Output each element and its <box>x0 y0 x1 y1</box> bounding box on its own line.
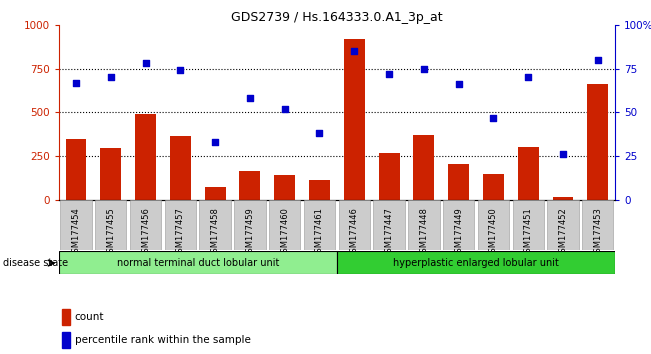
Text: GSM177461: GSM177461 <box>315 207 324 258</box>
Text: GSM177460: GSM177460 <box>280 207 289 258</box>
Text: GSM177454: GSM177454 <box>72 207 81 258</box>
FancyBboxPatch shape <box>165 200 196 250</box>
Bar <box>62 332 70 348</box>
Point <box>349 48 359 54</box>
Point <box>105 75 116 80</box>
Point <box>523 75 533 80</box>
Text: disease state: disease state <box>3 258 68 268</box>
Bar <box>553 196 574 200</box>
FancyBboxPatch shape <box>339 200 370 250</box>
Text: GSM177458: GSM177458 <box>211 207 219 258</box>
FancyBboxPatch shape <box>269 200 300 250</box>
Title: GDS2739 / Hs.164333.0.A1_3p_at: GDS2739 / Hs.164333.0.A1_3p_at <box>231 11 443 24</box>
Point <box>454 81 464 87</box>
Point <box>210 139 220 145</box>
FancyBboxPatch shape <box>130 200 161 250</box>
FancyBboxPatch shape <box>61 200 92 250</box>
Bar <box>413 135 434 200</box>
Text: GSM177448: GSM177448 <box>419 207 428 258</box>
Bar <box>170 136 191 200</box>
Point <box>314 131 325 136</box>
Bar <box>518 147 538 200</box>
FancyBboxPatch shape <box>582 200 613 250</box>
Text: GSM177453: GSM177453 <box>593 207 602 258</box>
Point <box>384 71 395 77</box>
Bar <box>309 180 330 200</box>
Text: GSM177459: GSM177459 <box>245 207 255 258</box>
FancyBboxPatch shape <box>547 200 579 250</box>
Bar <box>344 39 365 200</box>
FancyBboxPatch shape <box>95 200 126 250</box>
Bar <box>379 153 400 200</box>
FancyBboxPatch shape <box>337 251 615 274</box>
Bar <box>204 187 225 200</box>
Bar <box>483 174 504 200</box>
Text: GSM177447: GSM177447 <box>385 207 394 258</box>
Text: GSM177457: GSM177457 <box>176 207 185 258</box>
Text: GSM177446: GSM177446 <box>350 207 359 258</box>
Text: GSM177452: GSM177452 <box>559 207 568 258</box>
FancyBboxPatch shape <box>512 200 544 250</box>
Text: GSM177450: GSM177450 <box>489 207 498 258</box>
Text: GSM177455: GSM177455 <box>106 207 115 258</box>
Text: GSM177451: GSM177451 <box>523 207 533 258</box>
Text: hyperplastic enlarged lobular unit: hyperplastic enlarged lobular unit <box>393 258 559 268</box>
Bar <box>274 176 295 200</box>
FancyBboxPatch shape <box>199 200 231 250</box>
FancyBboxPatch shape <box>374 200 405 250</box>
FancyBboxPatch shape <box>478 200 509 250</box>
Text: GSM177449: GSM177449 <box>454 207 463 258</box>
Text: percentile rank within the sample: percentile rank within the sample <box>75 335 251 346</box>
Text: GSM177456: GSM177456 <box>141 207 150 258</box>
Point <box>245 96 255 101</box>
FancyBboxPatch shape <box>443 200 475 250</box>
Bar <box>587 84 608 200</box>
Bar <box>62 309 70 325</box>
FancyBboxPatch shape <box>408 200 439 250</box>
Text: normal terminal duct lobular unit: normal terminal duct lobular unit <box>117 258 279 268</box>
Point <box>558 152 568 157</box>
Bar <box>448 164 469 200</box>
Point <box>419 66 429 72</box>
Point <box>592 57 603 63</box>
FancyBboxPatch shape <box>304 200 335 250</box>
Point <box>141 61 151 66</box>
Point <box>279 106 290 112</box>
Text: count: count <box>75 312 104 322</box>
Bar <box>66 139 87 200</box>
Point <box>71 80 81 85</box>
Point <box>488 115 499 120</box>
Bar <box>100 148 121 200</box>
FancyBboxPatch shape <box>234 200 266 250</box>
Bar <box>135 114 156 200</box>
Bar <box>240 171 260 200</box>
Point <box>175 68 186 73</box>
FancyBboxPatch shape <box>59 251 337 274</box>
